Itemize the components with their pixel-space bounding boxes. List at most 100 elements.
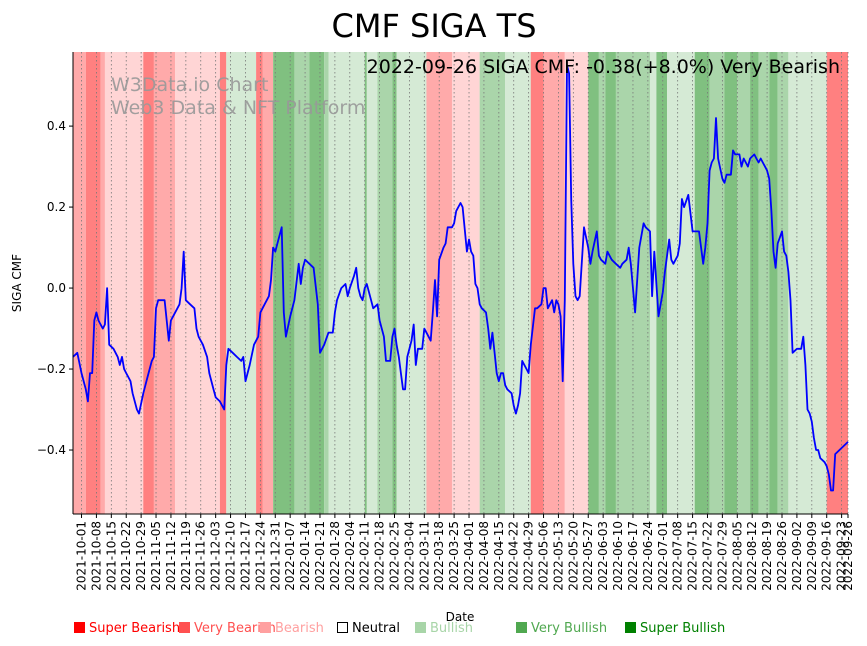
band-bullish: [737, 52, 751, 514]
legend-item-bearish: Bearish: [260, 621, 324, 636]
legend-item-very-bearish: Very Bearish: [179, 621, 276, 636]
band-bearish: [543, 52, 565, 514]
x-tick-label: 2022-06-03: [596, 521, 610, 591]
legend-item-neutral: Neutral: [337, 621, 400, 636]
band-very-bearish: [219, 52, 227, 514]
band-bearish: [262, 52, 274, 514]
x-tick-label: 2022-05-06: [537, 521, 551, 591]
band-very-bullish: [694, 52, 710, 514]
x-tick-label: 2022-02-04: [343, 521, 357, 591]
legend-label: Super Bearish: [89, 621, 181, 636]
x-tick-label: 2022-06-17: [626, 521, 640, 591]
band-very-bearish: [256, 52, 263, 514]
x-tick-label: 2022-01-07: [283, 521, 297, 591]
band-bearish: [153, 52, 176, 514]
x-tick-label: 2022-02-25: [387, 521, 401, 591]
x-tick-label: 2022-01-28: [328, 521, 342, 591]
legend-item-bullish: Bullish: [415, 621, 473, 636]
x-tick-label: 2021-12-17: [238, 521, 252, 591]
band-weak-bullish: [366, 52, 378, 514]
x-tick-label: 2022-03-11: [417, 521, 431, 591]
band-bullish: [294, 52, 310, 514]
band-weak-bullish: [396, 52, 427, 514]
legend-swatch: [337, 622, 348, 633]
band-weak-bullish: [328, 52, 365, 514]
legend-swatch: [415, 622, 426, 633]
x-tick-label: 2021-10-08: [89, 521, 103, 591]
legend-item-super-bullish: Super Bullish: [625, 621, 725, 636]
axes: [72, 52, 848, 515]
band-bullish: [479, 52, 506, 514]
x-tick-label: 2022-03-25: [447, 521, 461, 591]
band-bearish: [73, 52, 86, 514]
x-tick-label: 2022-07-15: [686, 521, 700, 591]
x-tick-label: 2022-04-08: [477, 521, 491, 591]
band-very-bearish: [85, 52, 101, 514]
x-tick-label: 2021-10-22: [119, 521, 133, 591]
y-tick-label: −0.2: [37, 362, 66, 376]
watermark-line-1: W3Data.io Chart: [111, 74, 268, 96]
legend-swatch: [516, 622, 527, 633]
band-very-bullish: [769, 52, 778, 514]
x-tick-label: 2022-03-18: [432, 521, 446, 591]
x-tick-label: 2021-10-15: [104, 521, 118, 591]
x-tick-label: 2022-09-16: [820, 521, 834, 591]
x-tick-label: 2022-07-08: [671, 521, 685, 591]
band-weak-bullish: [788, 52, 827, 514]
series-line-siga-cmf: [72, 64, 849, 492]
x-tick-label: 2021-11-05: [149, 521, 163, 591]
x-tick-label: 2021-11-26: [194, 521, 208, 591]
legend-swatch: [74, 622, 85, 633]
band-weak-bearish: [564, 52, 589, 514]
x-tick-label: 2022-04-22: [507, 521, 521, 591]
legend-label: Bearish: [275, 621, 324, 636]
band-bullish: [598, 52, 606, 514]
x-tick-label: 2022-07-22: [700, 521, 714, 591]
x-tick-label: 2022-09-09: [805, 521, 819, 591]
x-tick-label: 2022-09-26: [841, 521, 855, 591]
y-tick-label: −0.4: [37, 443, 66, 457]
x-tick-label: 2022-06-24: [641, 521, 655, 591]
legend-label: Neutral: [352, 621, 400, 636]
x-tick-label: 2022-04-01: [462, 521, 476, 591]
band-very-bullish: [309, 52, 325, 514]
band-bullish: [777, 52, 789, 514]
x-tick-label: 2022-08-26: [775, 521, 789, 591]
legend-label: Bullish: [430, 621, 474, 636]
x-tick-label: 2022-01-14: [298, 521, 312, 591]
band-very-bullish: [656, 52, 668, 514]
legend-swatch: [179, 622, 190, 633]
x-tick-label: 2022-07-29: [715, 521, 729, 591]
legend-swatch: [260, 622, 271, 633]
x-tick-label: 2021-12-31: [268, 521, 282, 591]
x-tick-label: 2021-11-12: [164, 521, 178, 591]
x-axis-label: Date: [446, 610, 475, 624]
band-very-bearish: [143, 52, 154, 514]
band-very-bullish: [605, 52, 616, 514]
watermark-line-2: Web3 Data & NFT Platform: [111, 97, 365, 119]
x-tick-label: 2022-09-02: [790, 521, 804, 591]
legend-label: Super Bullish: [640, 621, 726, 636]
x-tick-label: 2022-02-18: [373, 521, 387, 591]
y-tick-label: 0.0: [47, 281, 66, 295]
x-tick-label: 2022-05-13: [551, 521, 565, 591]
legend-item-super-bearish: Super Bearish: [74, 621, 180, 636]
band-weak-bullish: [226, 52, 257, 514]
band-very-bullish: [364, 52, 367, 514]
x-tick-label: 2022-08-12: [745, 521, 759, 591]
latest-value-annotation: 2022-09-26 SIGA CMF: -0.38(+8.0%) Very B…: [367, 56, 840, 78]
x-tick-label: 2022-08-05: [730, 521, 744, 591]
band-weak-bullish: [505, 52, 531, 514]
band-bullish: [758, 52, 770, 514]
legend-label: Very Bearish: [194, 621, 276, 636]
y-ticks: −0.4 −0.2 0.0 0.2 0.4: [37, 119, 73, 457]
legend-label: Very Bullish: [531, 621, 608, 636]
x-tick-label: 2021-12-10: [224, 521, 238, 591]
band-bearish: [100, 52, 105, 514]
band-very-bullish: [392, 52, 397, 514]
signal-bands: [73, 52, 848, 514]
x-tick-label: 2022-09-23: [835, 521, 849, 591]
x-tick-label: 2022-04-29: [522, 521, 536, 591]
x-tick-label: 2021-10-01: [75, 521, 89, 591]
